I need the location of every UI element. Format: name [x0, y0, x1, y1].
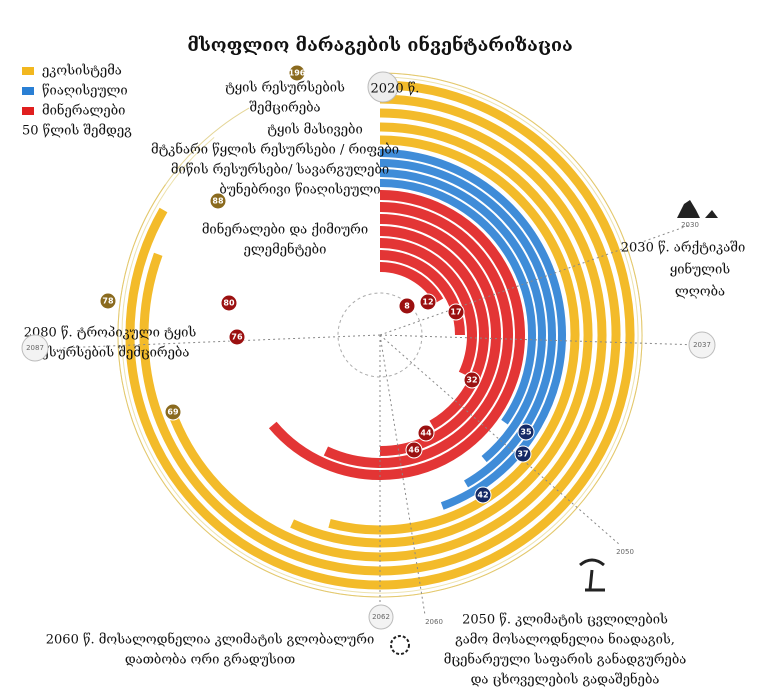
badge-label: 44: [420, 429, 432, 438]
badge: [288, 64, 306, 82]
badge-label: 69: [167, 408, 179, 417]
ring-arc: [328, 135, 580, 535]
badge: [419, 293, 437, 311]
ring-arc: [125, 80, 635, 590]
annotation: რესურსების შემცირება: [31, 346, 190, 361]
legend-label: მინერალები: [42, 103, 125, 119]
legend-label: 50 წლის შემდეგ: [22, 124, 132, 139]
ring-arc: [379, 179, 536, 425]
badge: [447, 303, 465, 321]
badge-label: 78: [102, 297, 114, 306]
ring-label: ტყის მასივები: [267, 123, 362, 138]
annotation: ლღობა: [675, 285, 725, 300]
start-year: 2020 წ.: [371, 82, 420, 97]
arcs: [117, 72, 643, 598]
annotation: ყინულის: [670, 262, 730, 278]
ring-arc: [379, 262, 444, 304]
badge: [209, 192, 227, 210]
legend-swatch: [22, 107, 34, 115]
badge: [220, 294, 238, 312]
ring-arc: [121, 76, 639, 594]
badge-label: 196: [289, 69, 306, 78]
badge-label: 46: [408, 446, 420, 455]
badge-label: 12: [422, 298, 433, 307]
ring-arc: [379, 159, 556, 488]
ring-label: ტყის რესურსების: [225, 81, 345, 96]
ring-arc: [379, 238, 477, 376]
badge: [405, 441, 423, 459]
badge-label: 80: [223, 299, 235, 308]
badge: [99, 292, 117, 310]
legend-label: ეკოსისტემა: [42, 64, 122, 79]
legend-swatch: [22, 87, 34, 95]
year-marker: 2062: [372, 613, 390, 621]
annotation: 2060 წ. მოსალოდნელია კლიმატის გლობალური: [46, 632, 374, 648]
ring-arc: [117, 72, 643, 598]
ring-label: მიწის რესურსები/ სავარგულები: [171, 163, 389, 178]
title: მსოფლიო მარაგების ინვენტარიზაცია: [187, 35, 572, 56]
badge: [474, 486, 492, 504]
annotation: და ცხოველების გადაშენება: [471, 672, 660, 688]
leader-lines: [59, 224, 701, 616]
ring-label: მინერალები და ქიმიური: [202, 222, 368, 238]
badge: [228, 328, 246, 346]
ring-arc: [268, 190, 525, 480]
badge: [164, 403, 182, 421]
palm-icon: [579, 558, 605, 592]
start-marker: [367, 71, 399, 103]
year-marker: 2037: [693, 341, 711, 349]
ring-arc: [379, 149, 566, 510]
center-circle: [337, 292, 423, 378]
annotation: 2080 წ. ტროპიკული ტყის: [24, 326, 197, 341]
ring-label: ბუნებრივი წიაღისეული: [219, 182, 380, 198]
badge-label: 17: [450, 308, 461, 317]
year-marker: 2060: [425, 618, 443, 626]
badge: [517, 423, 535, 441]
ring-label: მტკნარი წყლის რესურსები / რიფები: [151, 142, 399, 158]
year-marker: 2050: [616, 548, 634, 556]
badge: [514, 445, 532, 463]
ring-arc: [379, 226, 489, 430]
annotation: გამო მოსალოდნელია ნიადაგის,: [455, 632, 675, 648]
ring-arc: [379, 214, 501, 456]
badge-label: 37: [517, 450, 528, 459]
ring-arc: [139, 94, 621, 576]
ring-labels: ტყის რესურსების შემცირება ტყის მასივები …: [151, 81, 399, 258]
badge-label: 88: [212, 197, 224, 206]
badge-label: 32: [466, 376, 477, 385]
ring-arc: [323, 202, 513, 468]
sun-icon: [390, 635, 410, 655]
badge-label: 35: [520, 428, 532, 437]
annotation: მცენარეული საფარის განადგურება: [444, 652, 687, 668]
year-marker: 2030: [681, 221, 699, 229]
ring-arc: [290, 122, 593, 548]
badge-label: 8: [404, 302, 410, 311]
badge: [417, 424, 435, 442]
annotations: 2030 წ. არქტიკაში ყინულის ლღობა 2080 წ. …: [24, 241, 746, 688]
annotation: 2030 წ. არქტიკაში: [621, 241, 746, 256]
badge-label: 42: [477, 491, 488, 500]
ring-label: შემცირება: [249, 101, 320, 116]
ring-arc: [167, 108, 607, 562]
year-marker: 2087: [26, 344, 44, 352]
badge: [463, 371, 481, 389]
iceberg-icon: [677, 200, 718, 218]
ring-label: ელემენტები: [244, 242, 327, 258]
legend-label: წიაღისეული: [42, 84, 128, 99]
year-markers: 2087 2037 2050 2062 2060 2030: [21, 221, 716, 630]
badge: [398, 297, 416, 315]
annotation: დათბობა ორი გრადუსით: [125, 653, 295, 668]
badge-label: 76: [231, 333, 243, 342]
legend-swatch: [22, 67, 34, 75]
ring-arc: [379, 169, 546, 463]
annotation: 2050 წ. კლიმატის ცვლილების: [462, 613, 668, 628]
